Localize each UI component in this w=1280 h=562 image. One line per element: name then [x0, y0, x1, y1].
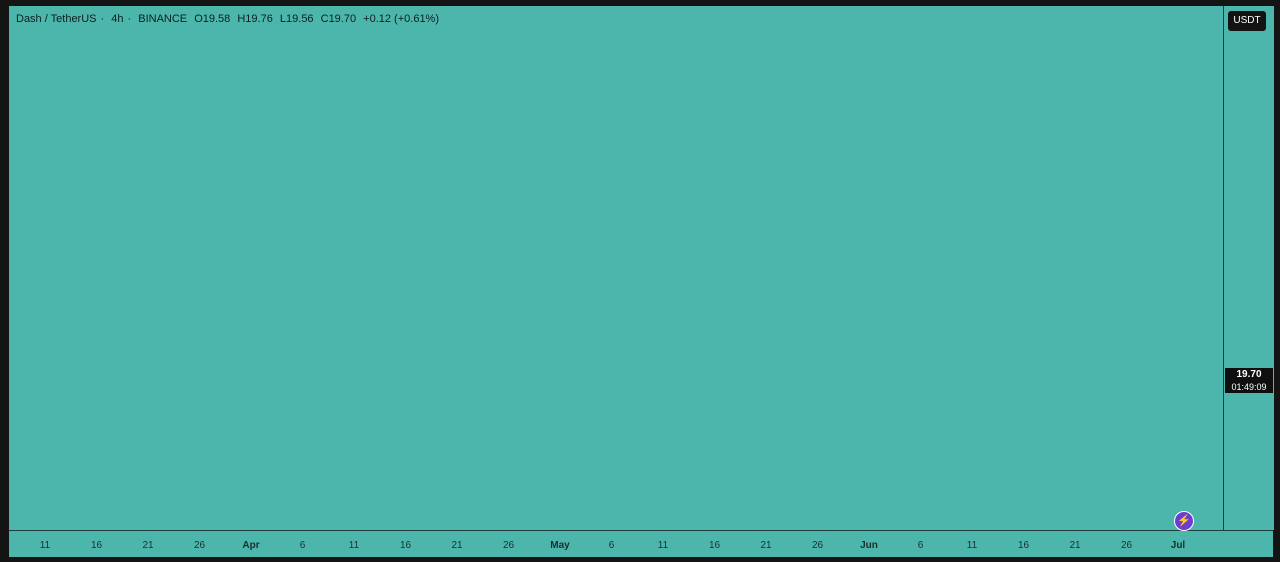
last-price: 19.70 [1236, 369, 1262, 380]
symbol-header[interactable]: Dash / TetherUS · 4h · BINANCE O19.58 H19.… [16, 13, 440, 25]
time-axis-ticks: 11 16 21 26 Apr 6 11 16 21 26 May 6 11 16 21 26 Jun 6 11 16… [40, 540, 1186, 551]
time-tick-label: 26 [194, 540, 206, 551]
time-tick-label: 6 [300, 540, 306, 551]
time-tick-label: May [550, 540, 570, 551]
ohlc-low: L19.56 [279, 13, 314, 25]
symbol-name[interactable]: Dash / TetherUS [16, 13, 97, 25]
time-axis[interactable] [9, 530, 1273, 557]
last-price-label: 19.70 01:49:09 [1225, 368, 1273, 393]
time-tick-label: Apr [242, 540, 259, 551]
time-tick-label: Jun [860, 540, 878, 551]
price-axis[interactable] [1223, 6, 1274, 530]
time-tick-label: 26 [1121, 540, 1133, 551]
time-tick-label: 26 [503, 540, 515, 551]
time-tick-label: 16 [1018, 540, 1030, 551]
exchange: BINANCE [138, 13, 188, 25]
currency-badge[interactable]: USDT [1228, 11, 1266, 31]
time-tick-label: 21 [1069, 540, 1081, 551]
plot-area[interactable] [9, 6, 1223, 530]
time-tick-label: 6 [609, 540, 615, 551]
time-tick-label: 11 [967, 540, 978, 551]
time-tick-label: 16 [91, 540, 103, 551]
bar-countdown: 01:49:09 [1231, 382, 1267, 392]
time-tick-label: 21 [142, 540, 154, 551]
time-tick-label: Jul [1171, 540, 1186, 551]
lightning-icon[interactable]: ⚡ [1174, 511, 1194, 531]
time-tick-label: 16 [709, 540, 721, 551]
price-change: +0.12 (+0.61%) [363, 13, 440, 25]
time-tick-label: 11 [40, 540, 51, 551]
time-tick-label: 21 [451, 540, 463, 551]
time-tick-label: 21 [760, 540, 772, 551]
time-tick-label: 26 [812, 540, 824, 551]
time-tick-label: 6 [918, 540, 924, 551]
interval[interactable]: 4h [111, 13, 124, 25]
ohlc-high: H19.76 [237, 13, 273, 25]
time-tick-label: 11 [658, 540, 669, 551]
ohlc-close: C19.70 [320, 13, 357, 25]
time-tick-label: 16 [400, 540, 412, 551]
ohlc-open: O19.58 [194, 13, 231, 25]
time-tick-label: 11 [349, 540, 360, 551]
